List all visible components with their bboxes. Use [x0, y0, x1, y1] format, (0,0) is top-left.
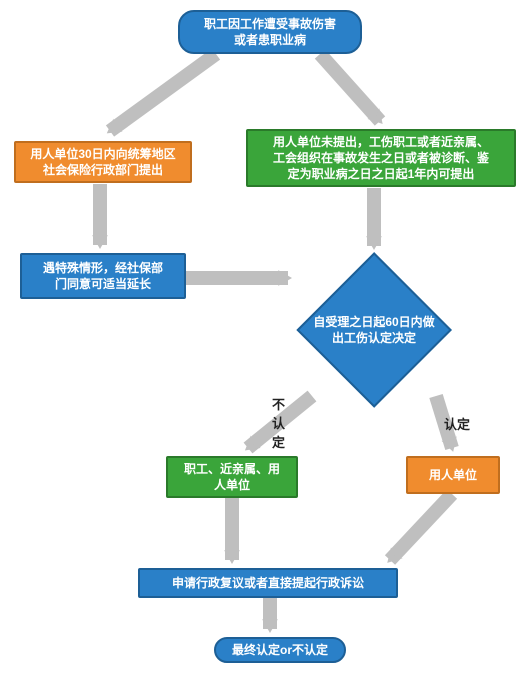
- a-start-right: [320, 54, 380, 121]
- node-decision: 自受理之日起60日内做出工伤认定决定: [296, 252, 452, 408]
- node-left2: 遇特殊情形，经社保部门同意可适当延长: [20, 253, 186, 299]
- node-final: 最终认定or不认定: [214, 637, 346, 663]
- node-appeal: 申请行政复议或者直接提起行政诉讼: [138, 568, 398, 598]
- node-decision-label: 自受理之日起60日内做出工伤认定决定: [296, 252, 452, 408]
- node-start: 职工因工作遭受事故伤害或者患职业病: [178, 10, 362, 54]
- a-dec-left-label: 不认定: [272, 394, 285, 451]
- node-right1: 用人单位未提出，工伤职工或者近亲属、工会组织在事故发生之日或者被诊断、鉴定为职业…: [246, 129, 516, 187]
- a-start-left: [110, 54, 216, 131]
- node-leftResult: 职工、近亲属、用人单位: [166, 456, 298, 498]
- node-left1: 用人单位30日内向统筹地区社会保险行政部门提出: [14, 141, 192, 183]
- a-dec-right-label: 认定: [444, 414, 470, 433]
- a-rr-appeal: [390, 494, 452, 560]
- node-rightResult: 用人单位: [406, 456, 500, 494]
